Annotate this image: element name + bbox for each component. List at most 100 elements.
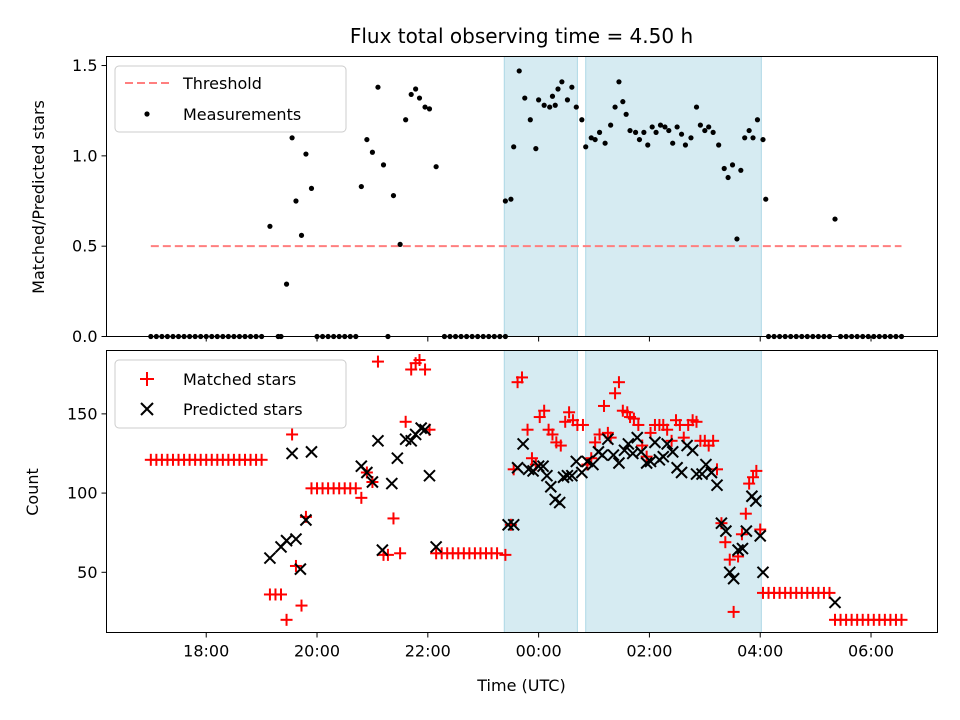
measurement-point [579,117,585,123]
measurement-point [649,124,655,130]
predicted-stars-point [263,551,277,565]
matched-stars-point [563,406,576,419]
matched-stars-point [597,399,610,412]
measurement-point [422,104,428,110]
measurement-point [657,122,664,128]
predicted-stars-point [285,447,299,460]
measurement-point [508,196,514,202]
bottom-legend: Matched stars Predicted stars [114,359,347,429]
measurement-point [653,129,659,135]
measurement-point [716,142,722,148]
top-y-tick-label: 0.5 [72,237,97,256]
predicted-stars-point [828,596,842,609]
matched-stars-point [499,548,512,561]
measurement-point [397,241,403,247]
predicted-stars-point [634,445,648,459]
measurement-point [746,127,752,134]
predicted-stars-point [305,445,318,459]
predicted-stars-point [511,461,524,474]
matched-stars-point [413,354,426,367]
matched-stars-point [275,588,288,601]
predicted-stars-point [376,543,389,557]
matched-stars-point [719,536,732,549]
measurement-point [702,127,708,134]
predicted-stars-point [607,448,620,462]
measurement-point [588,135,594,141]
predicted-stars-point [294,562,307,576]
bottom-y-tick-label: 100 [67,484,98,503]
measurement-point [564,97,571,103]
measurement-point [662,124,668,130]
measurement-point [750,135,756,141]
measurement-point [710,129,716,135]
matched-stars-point [743,477,756,490]
top-legend-box [114,65,347,133]
top-shaded-interval [585,56,762,337]
measurement-point [552,102,558,108]
predicted-stars-point [710,478,724,492]
measurement-point [742,135,748,141]
matched-stars-point [739,507,752,520]
matched-stars-point [507,463,520,476]
measurement-point [674,124,680,130]
matched-stars-point [255,453,268,466]
predicted-stars-point [575,466,589,479]
predicted-stars-point [705,466,718,479]
measurement-point [760,136,766,143]
matched-stars-point [419,363,432,376]
predicted-stars-point [754,529,767,543]
measurement-point [636,136,643,143]
predicted-stars-point [690,467,703,481]
measurement-point [416,95,423,101]
predicted-stars-point [544,480,558,493]
bottom-legend-box [114,359,347,429]
measurement-point [734,236,740,242]
predicted-stars-point [414,421,428,435]
legend-predicted-swatch [140,402,154,416]
measurement-point [293,198,299,204]
matched-stars-point [405,363,418,376]
measurement-point [832,216,838,222]
matched-stars-point [895,613,908,626]
predicted-stars-point [299,513,313,527]
measurement-point [608,122,614,128]
measurement-point [522,95,528,101]
predicted-stars-point [371,434,385,448]
measurement-point [390,192,397,199]
predicted-stars-point [423,469,436,482]
measurement-point [403,117,409,123]
measurement-point [283,281,290,287]
measurement-point [602,140,608,146]
measurement-point [688,135,694,141]
predicted-stars-point [699,458,713,471]
top-legend: Threshold Measurements [114,65,347,133]
bottom-y-axis-label: Count [23,468,42,516]
measurement-point [573,104,579,110]
measurement-point [516,68,522,74]
measurement-point [738,167,744,173]
matched-stars-point [295,599,308,612]
measurement-point [502,198,508,204]
predicted-stars-point [289,532,303,546]
measurement-point [267,223,273,229]
measurement-point [721,165,727,172]
bottom-shaded-interval [503,350,578,633]
top-y-axis-label: Matched/Predicted stars [29,100,48,294]
predicted-stars-point [561,469,574,482]
matched-stars-point [750,464,763,477]
legend-matched-label: Matched stars [183,370,296,389]
measurement-point [693,104,700,110]
predicted-stars-point [280,534,293,547]
predicted-stars-point [536,459,550,473]
measurement-point [754,117,761,123]
predicted-stars-point [601,433,615,446]
predicted-stars-point [404,434,418,448]
predicted-stars-point [596,448,609,462]
measurement-point [632,129,639,135]
predicted-stars-point [570,455,583,468]
measurement-point [408,91,414,98]
measurement-point [645,142,651,148]
measurement-point [541,102,547,108]
matched-stars-point [612,376,625,389]
